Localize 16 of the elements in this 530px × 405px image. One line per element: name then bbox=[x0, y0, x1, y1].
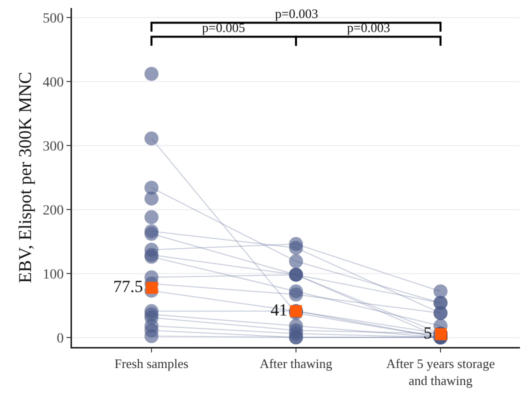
annotation: p=0.003 bbox=[347, 20, 390, 35]
y-tick-label: 200 bbox=[42, 203, 64, 218]
y-tick-label: 100 bbox=[42, 267, 64, 282]
annotation: p=0.005 bbox=[202, 20, 246, 35]
data-label: 5 bbox=[424, 323, 432, 342]
annotation: p=0.003 bbox=[275, 6, 318, 21]
x-tick-label: After thawing bbox=[260, 356, 333, 372]
y-tick-label: 500 bbox=[42, 11, 64, 26]
y-tick-label: 400 bbox=[42, 75, 64, 90]
y-tick-label: 300 bbox=[42, 139, 64, 154]
data-label: 77.5 bbox=[113, 277, 143, 296]
y-axis-title: EBV, Elispot per 300K MNC bbox=[15, 72, 36, 284]
data-label: 41 bbox=[270, 300, 288, 320]
y-tick-label: 0 bbox=[56, 331, 64, 346]
x-tick-label: After 5 years storage and thawing bbox=[386, 356, 496, 388]
x-tick-label: Fresh samples bbox=[114, 356, 188, 372]
